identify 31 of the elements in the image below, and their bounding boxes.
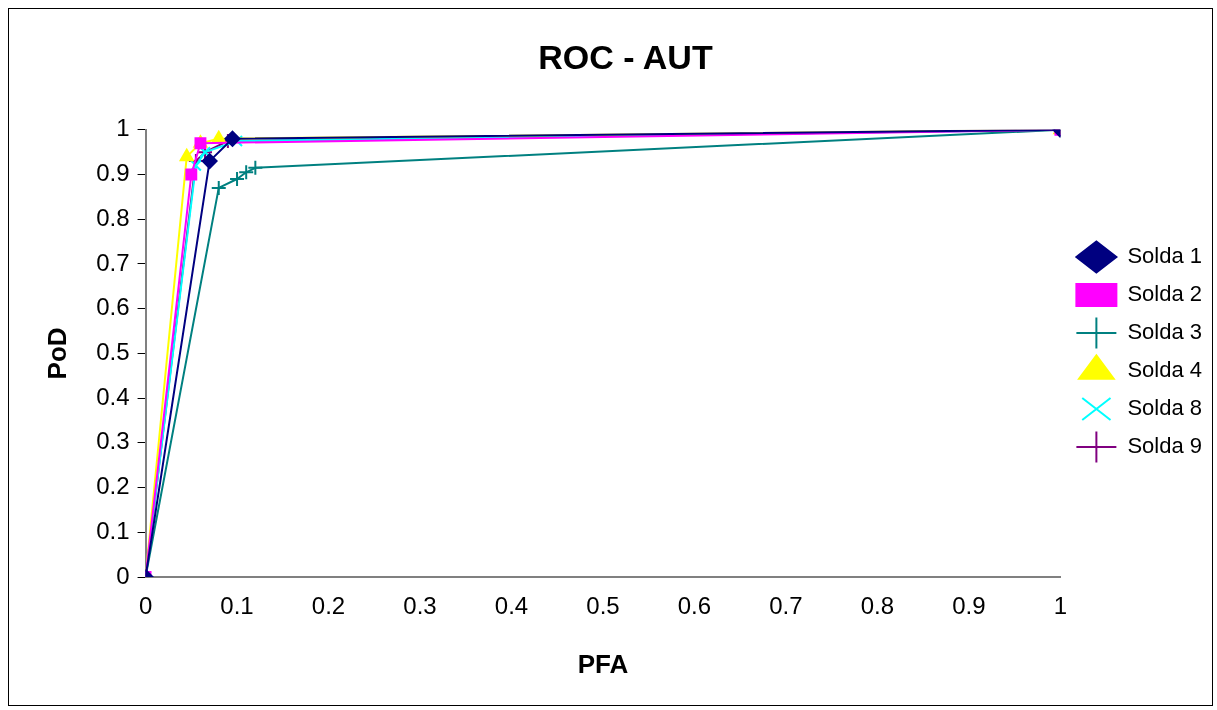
x-tick-label: 0.6 xyxy=(677,592,712,620)
legend-label: Solda 3 xyxy=(1127,319,1203,345)
x-tick-label: 0.9 xyxy=(952,592,986,620)
y-tick-label: 0 xyxy=(116,561,130,589)
y-tick-label: 0.5 xyxy=(96,338,130,366)
x-tick-label: 0.2 xyxy=(311,592,346,620)
x-tick-label: 0.4 xyxy=(494,592,529,620)
y-tick-label: 0.9 xyxy=(96,159,130,187)
x-tick-label: 0.8 xyxy=(860,592,895,620)
x-tick-label: 0 xyxy=(138,592,153,620)
legend-label: Solda 1 xyxy=(1127,243,1203,269)
y-tick-label: 0.2 xyxy=(96,472,130,500)
y-axis-title: PoD xyxy=(41,327,72,380)
y-tick-label: 0.1 xyxy=(96,516,130,544)
x-tick-label: 0.7 xyxy=(769,592,803,620)
legend-label: Solda 2 xyxy=(1127,281,1203,307)
legend-label: Solda 9 xyxy=(1127,433,1203,459)
x-axis-title: PFA xyxy=(577,648,629,679)
chart-title: ROC - AUT xyxy=(538,37,713,76)
x-tick-label: 0.1 xyxy=(220,592,254,620)
y-tick-label: 0.7 xyxy=(96,248,130,276)
x-tick-label: 1 xyxy=(1053,592,1068,620)
y-tick-label: 1 xyxy=(116,114,130,142)
legend-label: Solda 8 xyxy=(1127,395,1203,421)
x-tick-label: 0.3 xyxy=(403,592,437,620)
y-tick-label: 0.3 xyxy=(96,427,130,455)
y-tick-label: 0.4 xyxy=(96,382,130,410)
y-tick-label: 0.8 xyxy=(96,203,130,231)
x-tick-label: 0.5 xyxy=(586,592,620,620)
legend-label: Solda 4 xyxy=(1127,357,1203,383)
y-tick-label: 0.6 xyxy=(96,293,130,321)
